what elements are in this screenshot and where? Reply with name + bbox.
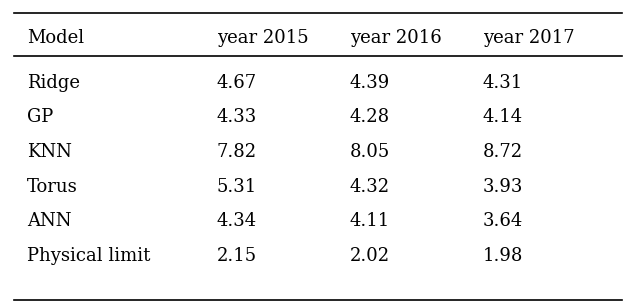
Text: 4.11: 4.11	[350, 212, 390, 230]
Text: 4.34: 4.34	[217, 212, 257, 230]
Text: 8.05: 8.05	[350, 143, 390, 161]
Text: 3.64: 3.64	[483, 212, 523, 230]
Text: Torus: Torus	[27, 178, 78, 196]
Text: 7.82: 7.82	[217, 143, 257, 161]
Text: 4.67: 4.67	[217, 74, 257, 92]
Text: 4.32: 4.32	[350, 178, 390, 196]
Text: 2.02: 2.02	[350, 247, 390, 265]
Text: 4.14: 4.14	[483, 108, 523, 126]
Text: 3.93: 3.93	[483, 178, 523, 196]
Text: Physical limit: Physical limit	[27, 247, 150, 265]
Text: year 2017: year 2017	[483, 29, 574, 47]
Text: Model: Model	[27, 29, 84, 47]
Text: KNN: KNN	[27, 143, 72, 161]
Text: ANN: ANN	[27, 212, 71, 230]
Text: 4.39: 4.39	[350, 74, 390, 92]
Text: GP: GP	[27, 108, 53, 126]
Text: 2.15: 2.15	[217, 247, 257, 265]
Text: 4.28: 4.28	[350, 108, 390, 126]
Text: Ridge: Ridge	[27, 74, 80, 92]
Text: 1.98: 1.98	[483, 247, 523, 265]
Text: 4.31: 4.31	[483, 74, 523, 92]
Text: 4.33: 4.33	[217, 108, 257, 126]
Text: year 2015: year 2015	[217, 29, 308, 47]
Text: 8.72: 8.72	[483, 143, 523, 161]
Text: year 2016: year 2016	[350, 29, 441, 47]
Text: 5.31: 5.31	[217, 178, 257, 196]
